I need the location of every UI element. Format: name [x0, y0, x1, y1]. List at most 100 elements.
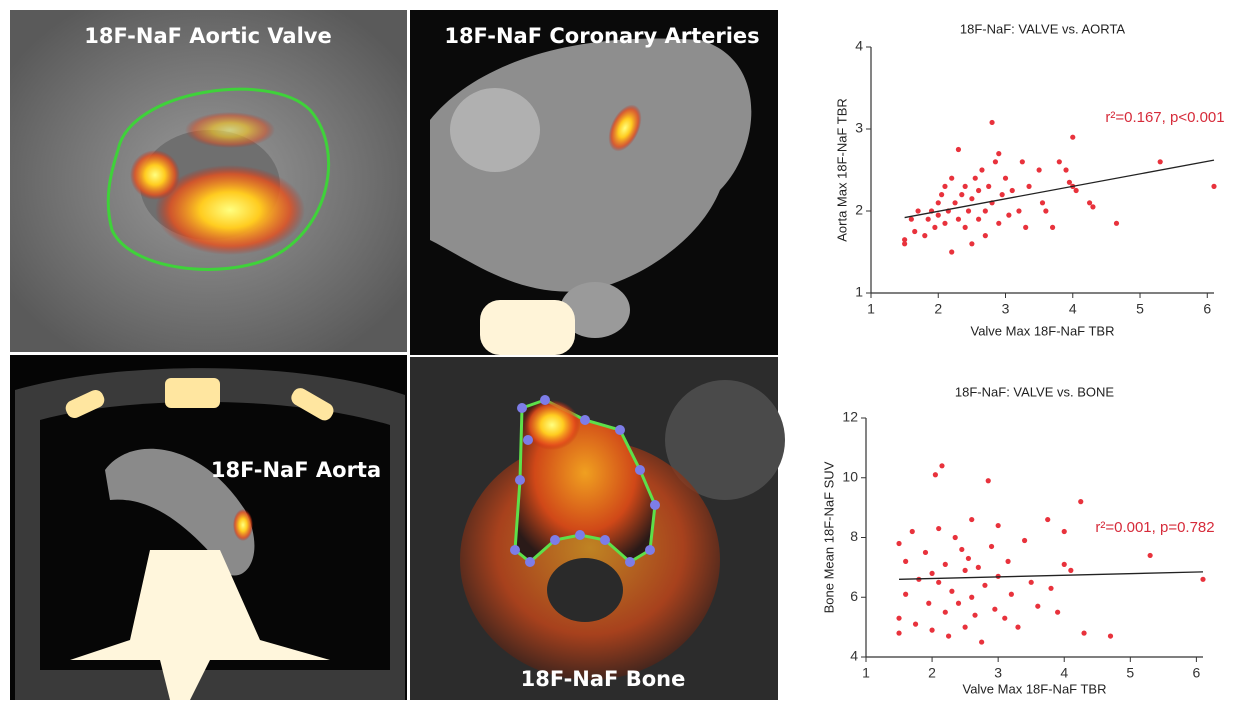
data-point [929, 571, 934, 576]
panel-label: 18F-NaF Aortic Valve [84, 24, 331, 48]
data-point [982, 583, 987, 588]
data-point [942, 221, 947, 226]
data-point [993, 159, 998, 164]
data-point [976, 188, 981, 193]
data-point [1029, 580, 1034, 585]
data-point [915, 208, 920, 213]
data-point [979, 639, 984, 644]
data-point [896, 541, 901, 546]
image-panel: 18F-NaF Aorta [10, 355, 407, 700]
x-tick-label: 4 [1069, 301, 1077, 317]
x-tick-label: 5 [1136, 301, 1144, 317]
y-tick-label: 6 [850, 588, 858, 604]
data-point [1006, 213, 1011, 218]
data-point [913, 622, 918, 627]
data-point [1016, 208, 1021, 213]
data-point [1158, 159, 1163, 164]
data-point [1037, 167, 1042, 172]
x-tick-label: 6 [1192, 665, 1200, 681]
data-point [1087, 200, 1092, 205]
image-panel: 18F-NaF Aortic Valve [10, 10, 407, 352]
data-point [1068, 568, 1073, 573]
data-point [959, 192, 964, 197]
data-point [1108, 633, 1113, 638]
data-point [1043, 208, 1048, 213]
trend-line [905, 160, 1214, 217]
data-point [936, 213, 941, 218]
data-point [963, 568, 968, 573]
data-point [969, 196, 974, 201]
data-point [926, 217, 931, 222]
data-point [1062, 529, 1067, 534]
data-point [976, 565, 981, 570]
image-panel: 18F-NaF Coronary Arteries [410, 10, 778, 355]
data-point [1200, 577, 1205, 582]
data-point [996, 151, 1001, 156]
x-tick-label: 3 [1002, 301, 1010, 317]
data-point [979, 167, 984, 172]
data-point [1045, 517, 1050, 522]
data-point [972, 613, 977, 618]
data-point [1040, 200, 1045, 205]
data-point [1114, 221, 1119, 226]
data-point [902, 237, 907, 242]
data-point [1070, 135, 1075, 140]
y-tick-label: 10 [842, 468, 858, 484]
data-point [983, 233, 988, 238]
data-point [973, 176, 978, 181]
trend-line [899, 572, 1203, 579]
data-point [952, 200, 957, 205]
data-point [996, 523, 1001, 528]
data-point [986, 184, 991, 189]
data-point [1090, 204, 1095, 209]
data-point [969, 595, 974, 600]
data-point [963, 225, 968, 230]
data-point [909, 217, 914, 222]
data-point [896, 616, 901, 621]
data-point [936, 200, 941, 205]
data-point [1067, 180, 1072, 185]
image-panel: 18F-NaF Bone [410, 357, 785, 700]
data-point [1005, 559, 1010, 564]
data-point [1010, 188, 1015, 193]
data-point [959, 547, 964, 552]
data-point [989, 120, 994, 125]
panel-label: 18F-NaF Aorta [211, 458, 381, 482]
panel-label: 18F-NaF Bone [521, 667, 686, 691]
data-point [923, 550, 928, 555]
chart-title: 18F-NaF: VALVE vs. AORTA [960, 21, 1126, 36]
panel-label: 18F-NaF Coronary Arteries [444, 24, 759, 48]
data-point [903, 559, 908, 564]
data-point [936, 526, 941, 531]
data-point [992, 607, 997, 612]
data-point [1057, 159, 1062, 164]
data-point [949, 176, 954, 181]
data-point [922, 233, 927, 238]
x-tick-label: 2 [934, 301, 942, 317]
data-point [966, 556, 971, 561]
data-point [963, 184, 968, 189]
annotation: r²=0.001, p=0.782 [1095, 519, 1214, 536]
data-point [933, 472, 938, 477]
data-point [943, 562, 948, 567]
y-tick-label: 12 [842, 409, 858, 425]
data-point [1026, 184, 1031, 189]
y-tick-label: 1 [855, 284, 863, 300]
data-point [986, 478, 991, 483]
data-point [1055, 610, 1060, 615]
data-point [1148, 553, 1153, 558]
data-point [949, 249, 954, 254]
data-point [936, 580, 941, 585]
data-point [976, 217, 981, 222]
y-tick-label: 8 [850, 528, 858, 544]
data-point [1048, 586, 1053, 591]
data-point [1081, 631, 1086, 636]
data-point [932, 225, 937, 230]
data-point [989, 544, 994, 549]
x-tick-label: 4 [1060, 665, 1068, 681]
data-point [1074, 188, 1079, 193]
y-tick-label: 4 [855, 38, 863, 54]
data-point [1015, 625, 1020, 630]
chart-title: 18F-NaF: VALVE vs. BONE [955, 384, 1115, 399]
data-point [1009, 592, 1014, 597]
